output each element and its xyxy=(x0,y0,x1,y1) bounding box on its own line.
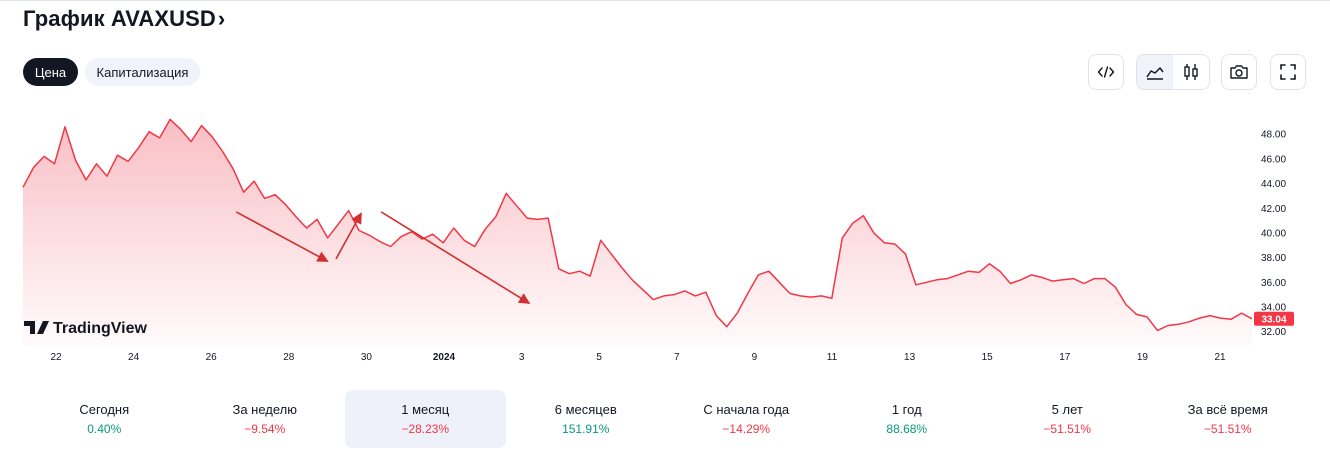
stat-label: За всё время xyxy=(1187,402,1268,417)
last-price-text: 33.04 xyxy=(1261,314,1286,325)
stat-value: 88.68% xyxy=(886,422,928,436)
stat-value: −9.54% xyxy=(244,422,286,436)
x-tick-label: 21 xyxy=(1214,352,1226,363)
y-tick-label: 32.00 xyxy=(1261,327,1286,338)
y-tick-label: 48.00 xyxy=(1261,130,1286,141)
candlestick-icon xyxy=(1184,64,1198,80)
top-divider xyxy=(0,0,1330,1)
x-tick-label: 15 xyxy=(982,352,994,363)
x-tick-label: 13 xyxy=(904,352,916,363)
stat-value: −51.51% xyxy=(1043,422,1092,436)
chart-title-link[interactable]: График AVAXUSD› xyxy=(23,6,225,32)
x-tick-label: 17 xyxy=(1059,352,1071,363)
chart-title: График AVAXUSD xyxy=(23,6,216,31)
candles-chart-button[interactable] xyxy=(1173,55,1209,89)
x-tick-label: 3 xyxy=(519,352,525,363)
tradingview-logo-icon xyxy=(24,321,49,334)
x-tick-label: 28 xyxy=(283,352,295,363)
code-icon xyxy=(1097,66,1115,78)
stat-label: 1 год xyxy=(891,402,922,417)
snapshot-button[interactable] xyxy=(1221,54,1257,90)
area-chart-icon xyxy=(1146,67,1164,80)
x-tick-label: 2024 xyxy=(433,352,456,363)
stat-value: −28.23% xyxy=(401,422,450,436)
area-chart-button[interactable] xyxy=(1137,55,1173,89)
stat-label: 6 месяцев xyxy=(554,402,617,417)
x-tick-label: 7 xyxy=(674,352,680,363)
price-chart[interactable]: 32.00 34.00 36.00 38.00 40.00 42.00 44.00 46.00… xyxy=(0,100,1330,375)
stat-period-1[interactable]: За неделю −9.54% xyxy=(185,390,346,448)
stat-value: 0.40% xyxy=(87,422,122,436)
tab-price[interactable]: Цена xyxy=(23,58,78,86)
tab-market-cap[interactable]: Капитализация xyxy=(85,58,200,86)
stat-period-6[interactable]: 5 лет −51.51% xyxy=(987,390,1148,448)
stat-period-0[interactable]: Сегодня 0.40% xyxy=(24,390,185,448)
chevron-right-icon: › xyxy=(217,6,226,31)
y-tick-label: 46.00 xyxy=(1261,154,1286,165)
x-tick-label: 22 xyxy=(50,352,62,363)
stat-value: −51.51% xyxy=(1203,422,1252,436)
last-price-badge xyxy=(1254,311,1294,326)
watermark-text: TradingView xyxy=(53,320,148,337)
stat-label: 5 лет xyxy=(1051,402,1083,417)
x-tick-label: 11 xyxy=(827,352,838,363)
y-tick-label: 40.00 xyxy=(1261,228,1286,239)
stat-label: Сегодня xyxy=(79,402,130,417)
stat-value: 151.91% xyxy=(562,422,610,436)
x-tick-label: 9 xyxy=(752,352,758,363)
stat-label: За неделю xyxy=(232,402,298,417)
y-tick-label: 36.00 xyxy=(1261,278,1286,289)
y-tick-label: 34.00 xyxy=(1261,303,1286,314)
price-area-fill xyxy=(23,119,1252,346)
stat-period-2[interactable]: 1 месяц −28.23% xyxy=(345,390,506,448)
trend-arrow-1 xyxy=(235,211,329,263)
x-tick-label: 19 xyxy=(1137,352,1149,363)
tradingview-watermark: TradingView xyxy=(24,320,148,337)
camera-icon xyxy=(1230,65,1248,79)
stat-period-7[interactable]: За всё время −51.51% xyxy=(1148,390,1309,448)
y-tick-label: 38.00 xyxy=(1261,253,1286,264)
chart-style-toggle xyxy=(1136,54,1210,90)
performance-stats: Сегодня 0.40% За неделю −9.54% 1 месяц −28.23… xyxy=(24,390,1308,448)
stat-value: −14.29% xyxy=(722,422,771,436)
y-tick-label: 44.00 xyxy=(1261,179,1286,190)
trend-arrow-2 xyxy=(335,212,362,260)
x-tick-label: 26 xyxy=(206,352,218,363)
price-line xyxy=(22,118,1253,332)
stat-period-3[interactable]: 6 месяцев 151.91% xyxy=(506,390,667,448)
stat-period-4[interactable]: С начала года −14.29% xyxy=(666,390,827,448)
stat-label: 1 месяц xyxy=(401,402,450,417)
stat-label: С начала года xyxy=(703,402,790,417)
embed-button[interactable] xyxy=(1088,54,1124,90)
stat-period-5[interactable]: 1 год 88.68% xyxy=(827,390,988,448)
x-tick-label: 30 xyxy=(361,352,373,363)
y-tick-label: 42.00 xyxy=(1261,204,1286,215)
fullscreen-icon xyxy=(1280,64,1296,80)
x-tick-label: 5 xyxy=(596,352,602,363)
x-tick-label: 24 xyxy=(128,352,140,363)
fullscreen-button[interactable] xyxy=(1270,54,1306,90)
trend-arrow-3 xyxy=(380,211,531,304)
